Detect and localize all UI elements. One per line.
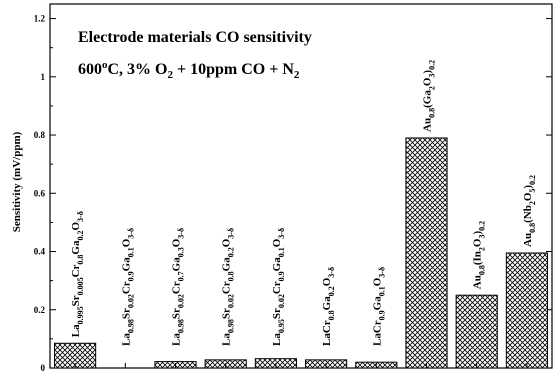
chart-title: Electrode materials CO sensitivity	[78, 29, 312, 46]
bar-category-label: LaCr0.9Ga0.1O3-δ	[371, 267, 386, 346]
bar-category-label: Au0.8(In2O3)0.2	[472, 221, 487, 289]
bar	[405, 137, 448, 369]
bar-category-label: La0.98Sr0.02Cr0.8Ga0.2O3-δ	[221, 228, 236, 346]
y-tick-label: 0.8	[34, 130, 46, 140]
y-tick-label: 0	[41, 363, 46, 372]
bar-category-label: LaCr0.8Ga0.2O3-δ	[321, 267, 336, 346]
y-tick-label: 0.4	[34, 247, 46, 257]
bar-category-label: Au0.8(Nb2O5)0.2	[522, 175, 537, 247]
y-tick-label: 1.2	[34, 14, 46, 24]
bar-category-label: La0.995Sr0.005Cr0.8Ga0.2O3-δ	[70, 211, 85, 337]
y-tick-label: 1	[41, 72, 46, 82]
bar-category-label: La0.98Sr0.02Cr0.7Ga0.3O3-δ	[171, 228, 186, 346]
bar	[505, 252, 548, 369]
y-axis: 0 0.2 0.4 0.6 0.8 1 1.2	[34, 14, 552, 372]
y-axis-label: Sensitivity (mV/ppm)	[11, 131, 23, 232]
bar	[455, 294, 498, 369]
bar-labels: La0.995Sr0.005Cr0.8Ga0.2O3-δ La0.98Sr0.02…	[70, 60, 537, 346]
bar-category-label: Au0.8(Ga2O3)0.2	[422, 60, 437, 132]
plot-border	[49, 3, 553, 369]
bars	[54, 137, 548, 369]
chart-subtitle: 600oC, 3% O2 + 10ppm CO + N2	[78, 59, 300, 81]
y-tick-label: 0.6	[34, 188, 46, 198]
bar-category-label: La0.98Sr0.02Cr0.9Ga0.1O3-δ	[120, 228, 135, 346]
bar-category-label: La0.95Sr0.02Cr0.9Ga0.1O3-δ	[271, 228, 286, 346]
plot-frame	[49, 3, 553, 369]
y-tick-label: 0.2	[34, 305, 46, 315]
